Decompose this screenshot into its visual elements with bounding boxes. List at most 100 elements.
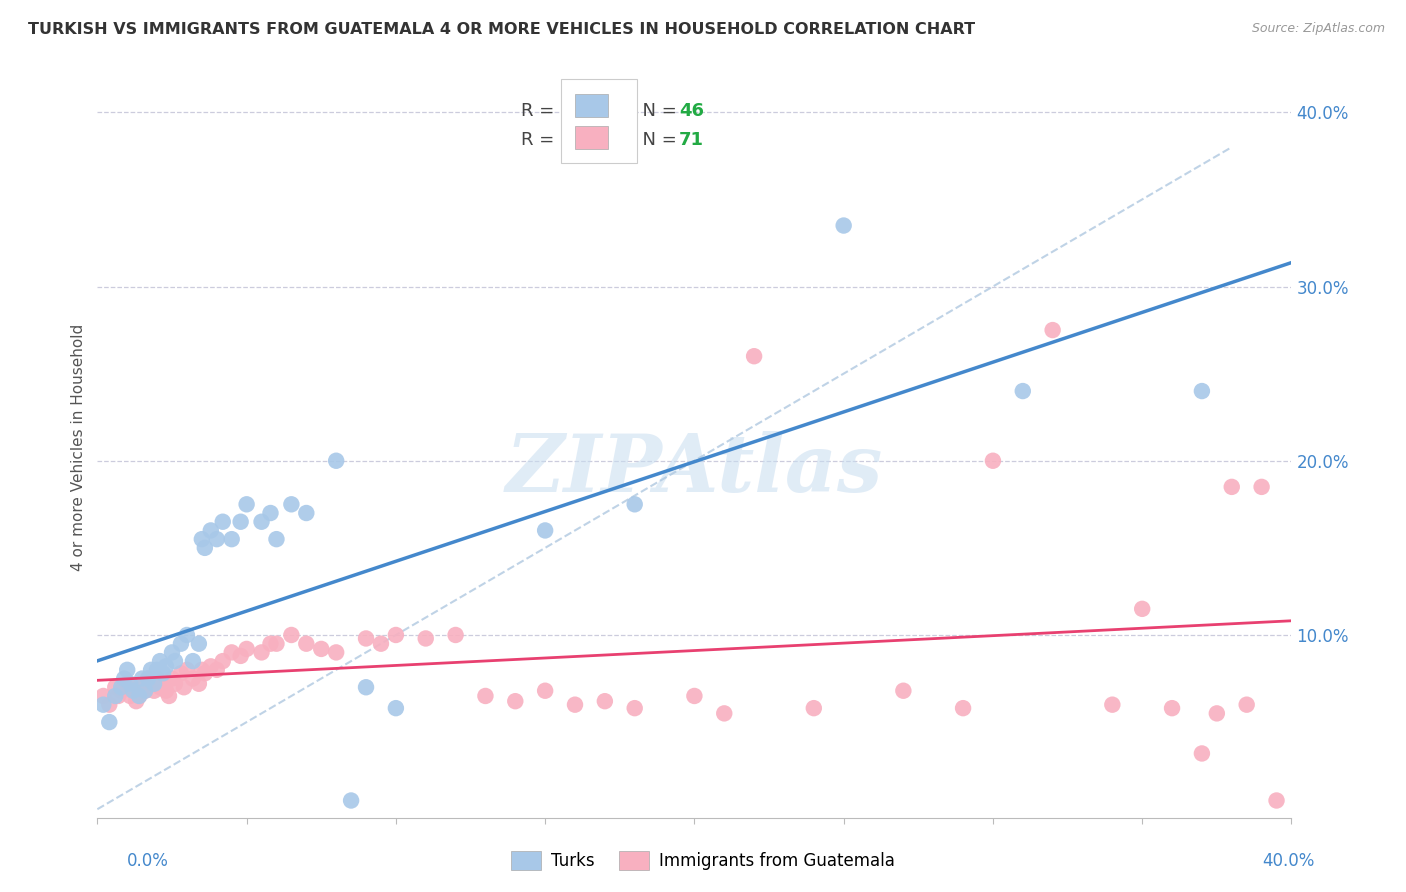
Point <box>593 694 616 708</box>
Point <box>120 677 142 691</box>
Point <box>149 680 172 694</box>
Point <box>115 663 138 677</box>
Point <box>1220 480 1243 494</box>
Point <box>503 694 526 708</box>
Point <box>221 645 243 659</box>
Point <box>325 645 347 659</box>
Point <box>259 637 281 651</box>
Point <box>155 683 177 698</box>
Point <box>181 672 204 686</box>
Point <box>112 680 135 694</box>
Point <box>385 628 408 642</box>
Point <box>128 689 150 703</box>
Point <box>229 648 252 663</box>
Point <box>173 680 195 694</box>
Point <box>112 672 135 686</box>
Point <box>104 680 127 694</box>
Point <box>194 541 217 555</box>
Point <box>139 663 162 677</box>
Point <box>534 683 557 698</box>
Text: 0.532: 0.532 <box>569 102 626 120</box>
Point <box>221 532 243 546</box>
Point <box>134 683 156 698</box>
Point <box>136 672 159 686</box>
Point <box>187 637 209 651</box>
Point <box>444 628 467 642</box>
Point <box>534 524 557 538</box>
Point <box>107 689 129 703</box>
Legend: Turks, Immigrants from Guatemala: Turks, Immigrants from Guatemala <box>505 844 901 877</box>
Y-axis label: 4 or more Vehicles in Household: 4 or more Vehicles in Household <box>72 324 86 571</box>
Point <box>191 663 214 677</box>
Point <box>385 701 408 715</box>
Point <box>194 666 217 681</box>
Point <box>370 637 392 651</box>
Point <box>160 672 183 686</box>
Text: 0.368: 0.368 <box>569 131 626 149</box>
Point <box>1101 698 1123 712</box>
Point <box>91 698 114 712</box>
Point <box>280 628 302 642</box>
Text: N =: N = <box>631 131 683 149</box>
Point <box>1191 747 1213 761</box>
Point <box>1011 384 1033 398</box>
Point <box>122 683 145 698</box>
Point <box>149 654 172 668</box>
Point <box>110 680 132 694</box>
Point <box>952 701 974 715</box>
Point <box>981 454 1004 468</box>
Point <box>474 689 496 703</box>
Point <box>623 701 645 715</box>
Text: Source: ZipAtlas.com: Source: ZipAtlas.com <box>1251 22 1385 36</box>
Point <box>415 632 437 646</box>
Text: R =: R = <box>522 131 560 149</box>
Point <box>280 497 302 511</box>
Point <box>1250 480 1272 494</box>
Point <box>98 715 121 730</box>
Text: ZIPAtlas: ZIPAtlas <box>506 431 883 508</box>
Point <box>125 694 148 708</box>
Point <box>170 637 193 651</box>
Point <box>160 645 183 659</box>
Point <box>98 698 121 712</box>
Point <box>295 506 318 520</box>
Point <box>683 689 706 703</box>
Text: R =: R = <box>522 102 560 120</box>
Point <box>325 454 347 468</box>
Point <box>146 663 169 677</box>
Point <box>354 680 377 694</box>
Point <box>229 515 252 529</box>
Point <box>181 654 204 668</box>
Point <box>211 515 233 529</box>
Point <box>176 628 198 642</box>
Point <box>1130 602 1153 616</box>
Point <box>163 654 186 668</box>
Point <box>832 219 855 233</box>
Point <box>131 680 153 694</box>
Point <box>170 666 193 681</box>
Point <box>259 506 281 520</box>
Point <box>187 677 209 691</box>
Point <box>893 683 915 698</box>
Point <box>235 641 257 656</box>
Point <box>250 645 273 659</box>
Text: 71: 71 <box>679 131 704 149</box>
Point <box>91 689 114 703</box>
Point <box>623 497 645 511</box>
Legend: , : , <box>561 79 637 163</box>
Point <box>1236 698 1258 712</box>
Text: 40.0%: 40.0% <box>1263 852 1315 870</box>
Point <box>176 663 198 677</box>
Point <box>104 689 127 703</box>
Point <box>136 672 159 686</box>
Point <box>163 677 186 691</box>
Point <box>354 632 377 646</box>
Point <box>110 683 132 698</box>
Point <box>191 532 214 546</box>
Point <box>131 672 153 686</box>
Point <box>122 683 145 698</box>
Text: 46: 46 <box>679 102 704 120</box>
Point <box>139 677 162 691</box>
Point <box>200 659 222 673</box>
Point <box>266 532 288 546</box>
